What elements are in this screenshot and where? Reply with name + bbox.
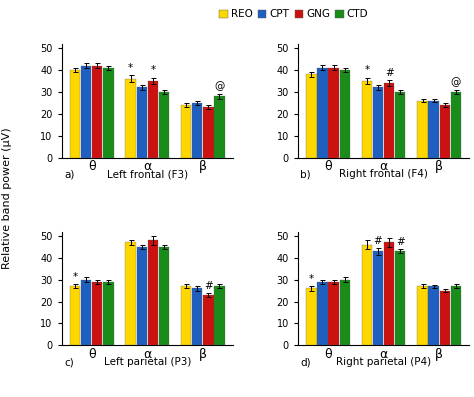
Bar	[159, 247, 169, 345]
Text: d): d)	[301, 357, 311, 367]
Bar	[451, 286, 461, 345]
Text: c): c)	[64, 357, 74, 367]
Text: *: *	[73, 272, 78, 282]
Bar	[384, 243, 394, 345]
Bar	[92, 66, 102, 158]
Bar	[317, 282, 328, 345]
Bar	[137, 87, 147, 158]
Bar	[339, 70, 350, 158]
Bar	[203, 107, 214, 158]
Bar	[192, 289, 202, 345]
Bar	[439, 291, 450, 345]
Bar	[103, 282, 114, 345]
Text: #: #	[396, 237, 405, 247]
Bar	[373, 87, 383, 158]
Bar	[214, 286, 225, 345]
Bar	[439, 105, 450, 158]
Bar	[328, 282, 339, 345]
Bar	[339, 280, 350, 345]
Text: a): a)	[64, 170, 74, 179]
Bar	[417, 286, 428, 345]
Text: *: *	[128, 63, 133, 73]
Bar	[362, 245, 372, 345]
Bar	[126, 243, 136, 345]
Bar	[328, 68, 339, 158]
Text: #: #	[204, 281, 213, 291]
Bar	[81, 280, 91, 345]
Bar	[181, 286, 191, 345]
Bar	[70, 70, 80, 158]
Text: @: @	[214, 81, 225, 91]
Bar	[306, 74, 317, 158]
Bar	[373, 251, 383, 345]
Bar	[384, 83, 394, 158]
Text: #: #	[374, 236, 383, 246]
Bar	[428, 286, 439, 345]
Bar	[428, 100, 439, 158]
Bar	[70, 286, 80, 345]
Text: Left parietal (P3): Left parietal (P3)	[104, 357, 191, 367]
Text: @: @	[451, 77, 461, 87]
Bar	[362, 81, 372, 158]
Text: #: #	[385, 67, 393, 77]
Bar	[192, 103, 202, 158]
Bar	[137, 247, 147, 345]
Bar	[306, 289, 317, 345]
Text: *: *	[309, 274, 314, 284]
Legend: REO, CPT, GNG, CTD: REO, CPT, GNG, CTD	[218, 7, 370, 21]
Bar	[395, 251, 405, 345]
Bar	[317, 68, 328, 158]
Text: *: *	[150, 66, 155, 75]
Bar	[395, 92, 405, 158]
Bar	[81, 66, 91, 158]
Bar	[181, 105, 191, 158]
Bar	[417, 100, 428, 158]
Text: Right frontal (F4): Right frontal (F4)	[339, 170, 428, 179]
Text: *: *	[365, 66, 370, 75]
Bar	[147, 240, 158, 345]
Text: Relative band power (μV): Relative band power (μV)	[2, 128, 12, 269]
Bar	[451, 92, 461, 158]
Bar	[203, 295, 214, 345]
Bar	[126, 79, 136, 158]
Bar	[103, 68, 114, 158]
Bar	[214, 96, 225, 158]
Bar	[159, 92, 169, 158]
Text: Right parietal (P4): Right parietal (P4)	[336, 357, 431, 367]
Text: b): b)	[301, 170, 311, 179]
Bar	[147, 81, 158, 158]
Bar	[92, 282, 102, 345]
Text: Left frontal (F3): Left frontal (F3)	[107, 170, 188, 179]
